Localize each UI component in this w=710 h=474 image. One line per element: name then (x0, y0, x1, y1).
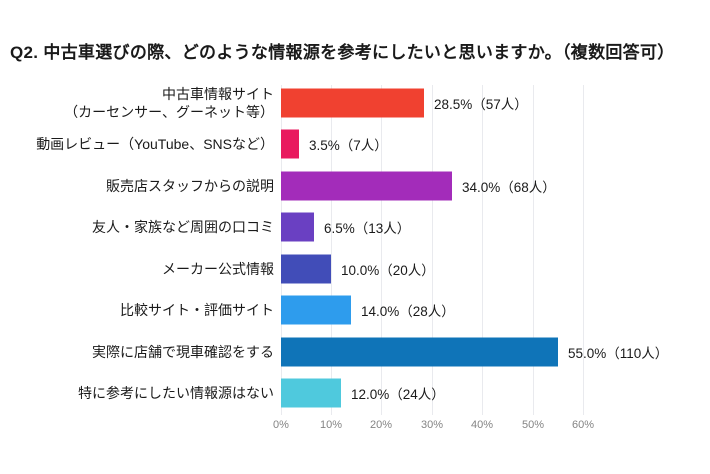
bar-value-label: 34.0%（68人） (462, 179, 556, 195)
x-tick-label: 30% (420, 419, 444, 431)
bar (281, 295, 351, 324)
bar-value-label: 6.5%（13人） (324, 220, 411, 236)
bar (281, 212, 314, 241)
gridline (331, 85, 332, 415)
category-label: メーカー公式情報 (162, 260, 274, 277)
bar-row: 比較サイト・評価サイト 14.0%（28人） (0, 289, 710, 330)
bar-value-label: 14.0%（28人） (361, 303, 455, 319)
bar-value-label: 55.0%（110人） (568, 345, 669, 361)
bar-rows: 中古車情報サイト （カーセンサー、グーネット等） 28.5%（57人） 動画レビ… (0, 82, 710, 414)
bar-row: 動画レビュー（YouTube、SNSなど） 3.5%（7人） (0, 123, 710, 164)
x-tick-label: 50% (521, 419, 545, 431)
x-tick-label: 10% (319, 419, 343, 431)
gridline (583, 85, 584, 415)
bar-value-label: 28.5%（57人） (434, 96, 528, 112)
category-label: 実際に店舗で現車確認をする (92, 343, 274, 360)
gridline (432, 85, 433, 415)
bar (281, 171, 452, 200)
x-tick-label: 40% (470, 419, 494, 431)
category-label: 中古車情報サイト （カーセンサー、グーネット等） (64, 85, 274, 120)
gridline (482, 85, 483, 415)
bar (281, 254, 331, 283)
category-label: 動画レビュー（YouTube、SNSなど） (36, 135, 274, 152)
bar-row: 販売店スタッフからの説明 34.0%（68人） (0, 165, 710, 206)
chart-title: Q2. 中古車選びの際、どのような情報源を参考にしたいと思いますか。（複数回答可… (10, 43, 675, 62)
bar-row: 特に参考にしたい情報源はない 12.0%（24人） (0, 372, 710, 413)
bar-value-label: 3.5%（7人） (309, 137, 388, 153)
bar (281, 129, 299, 158)
gridline (533, 85, 534, 415)
category-label: 特に参考にしたい情報源はない (78, 384, 274, 401)
bar-row: 中古車情報サイト （カーセンサー、グーネット等） 28.5%（57人） (0, 82, 710, 123)
bar-row: 友人・家族など周囲の口コミ 6.5%（13人） (0, 206, 710, 247)
bar-value-label: 12.0%（24人） (351, 386, 445, 402)
bar-row: メーカー公式情報 10.0%（20人） (0, 248, 710, 289)
bar-row: 実際に店舗で現車確認をする 55.0%（110人） (0, 331, 710, 372)
x-tick-label: 60% (571, 419, 595, 431)
x-tick-label: 20% (369, 419, 393, 431)
x-tick-label: 0% (273, 419, 289, 431)
gridline (381, 85, 382, 415)
category-label: 友人・家族など周囲の口コミ (92, 218, 274, 235)
category-label: 販売店スタッフからの説明 (106, 177, 274, 194)
bar (281, 337, 558, 366)
bar (281, 378, 341, 407)
category-label: 比較サイト・評価サイト (120, 301, 274, 318)
bar-value-label: 10.0%（20人） (341, 262, 435, 278)
bar (281, 88, 424, 117)
gridline (281, 85, 282, 415)
